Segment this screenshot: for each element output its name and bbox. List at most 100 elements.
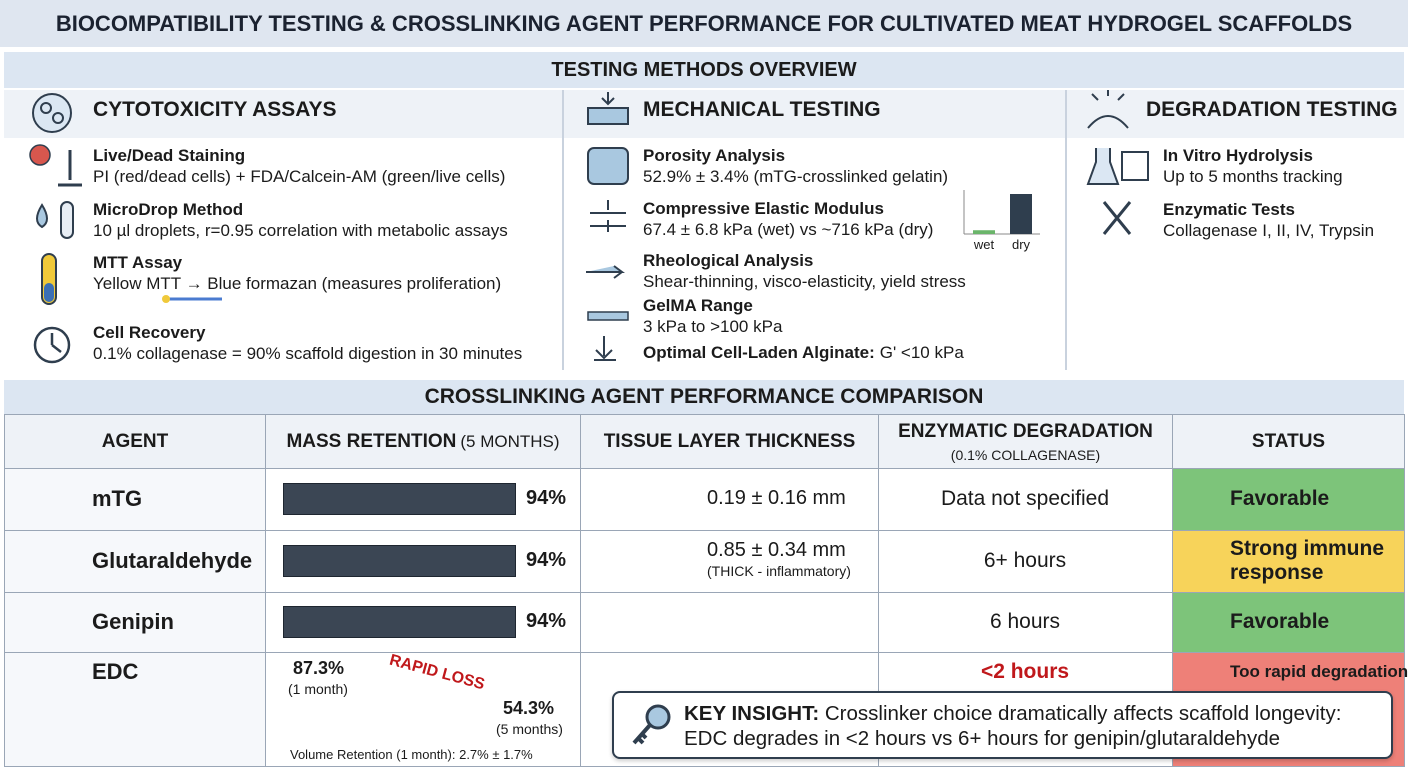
section-title: CYTOTOXICITY ASSAYS: [93, 98, 337, 121]
porosity-icon: [587, 147, 629, 185]
stopwatch-hands: [50, 333, 62, 353]
header-cell: MASS RETENTION (5 MONTHS): [265, 414, 581, 469]
item-name: MicroDrop Method: [93, 200, 244, 219]
table-cell: [580, 592, 879, 653]
overview-title: TESTING METHODS OVERVIEW: [551, 59, 857, 81]
item-text: 67.4 ± 6.8 kPa (wet) vs ~716 kPa (dry): [643, 220, 934, 239]
thickness-text: 0.19 ± 0.16 mm: [707, 487, 846, 509]
table-cell: [4, 530, 266, 593]
scissors-icon: [1102, 201, 1132, 235]
status-text: Favorable: [1230, 610, 1330, 633]
mtt-tube-fill: [44, 283, 54, 302]
retention-bar: [283, 483, 517, 515]
header-sub: (0.1% COLLAGENASE): [950, 446, 1101, 463]
table-cell: [878, 468, 1173, 531]
item-text: PI (red/dead cells) + FDA/Calcein-AM (gr…: [93, 167, 506, 186]
degradation-text: <2 hours: [980, 660, 1070, 683]
section-heading-band: [4, 90, 1404, 138]
item-text: Up to 5 months tracking: [1163, 167, 1343, 186]
degradation-text: 6+ hours: [983, 549, 1067, 572]
key-shaft: [632, 723, 652, 745]
mtt-arrow-dot: [162, 295, 170, 303]
header-text: AGENT: [101, 430, 169, 452]
item-name: In Vitro Hydrolysis: [1163, 146, 1313, 165]
section-title: DEGRADATION TESTING: [1146, 98, 1398, 121]
staining-icon: [29, 144, 51, 166]
thickness-note: (THICK - inflammatory): [707, 563, 851, 579]
key-head: [645, 704, 671, 730]
item-text: 10 µl droplets, r=0.95 correlation with …: [93, 221, 508, 240]
header-cell: TISSUE LAYER THICKNESS: [580, 414, 879, 469]
thickness-text: 0.85 ± 0.34 mm: [707, 539, 846, 561]
main-title: BIOCOMPATIBILITY TESTING & CROSSLINKING …: [55, 11, 1353, 36]
key-insight-box: KEY INSIGHT: Crosslinker choice dramatic…: [612, 691, 1393, 759]
table-cell: [4, 652, 266, 767]
header-sub: (5 MONTHS): [460, 431, 560, 451]
title-band: [0, 0, 1408, 47]
calendar-icon: [1121, 151, 1149, 181]
item-name: Live/Dead Staining: [93, 146, 246, 165]
item-text: Shear-thinning, visco-elasticity, yield …: [643, 272, 966, 291]
item-text: Collagenase I, II, IV, Trypsin: [1163, 221, 1375, 240]
mechanical-arrow: [601, 92, 615, 106]
item-name: Optimal Cell-Laden Alginate:: [643, 343, 875, 362]
item-name: GelMA Range: [643, 296, 753, 315]
retention-label: 87.3%: [293, 658, 345, 678]
table-cell: [1172, 468, 1405, 531]
header-text: TISSUE LAYER THICKNESS: [603, 430, 856, 452]
item-name: Enzymatic Tests: [1163, 200, 1295, 219]
table-cell: [1172, 530, 1405, 593]
flask-icon: [1086, 148, 1120, 185]
cell-icon: [40, 102, 52, 114]
overview-band: [4, 52, 1404, 88]
header-cell: AGENT: [4, 414, 266, 469]
item-name: Cell Recovery: [93, 323, 206, 342]
degradation-text: Data not specified: [940, 487, 1110, 510]
item-text: 3 kPa to >100 kPa: [643, 317, 783, 336]
header-text: MASS RETENTION: [286, 430, 457, 452]
item-text: 52.9% ± 3.4% (mTG-crosslinked gelatin): [643, 167, 949, 186]
item-name: MTT Assay: [93, 253, 183, 272]
modulus-label: dry: [1011, 237, 1031, 252]
retention-label: 94%: [526, 610, 567, 632]
item-text: Yellow MTT → Blue formazan (measures pro…: [93, 274, 502, 293]
key-icon: [632, 704, 671, 745]
retention-note: (1 month): [288, 681, 348, 697]
key-insight-label: KEY INSIGHT:: [684, 702, 820, 725]
degradation-icon: [1087, 90, 1129, 129]
header-text: ENZYMATIC DEGRADATION: [898, 420, 1153, 442]
item-text: 0.1% collagenase = 90% scaffold digestio…: [93, 344, 523, 363]
gelma-icon: [587, 311, 629, 321]
item-name: Rheological Analysis: [643, 251, 814, 270]
drop-icon: [36, 203, 48, 229]
mechanical-icon: [587, 107, 629, 125]
retention-bar: [283, 606, 517, 638]
alginate-icon: [594, 336, 616, 361]
cytotoxicity-icon: [32, 93, 72, 133]
status-text: Favorable: [1230, 487, 1330, 510]
agent-name: Genipin: [92, 609, 174, 634]
retention-bar: [283, 545, 517, 577]
comparison-band: [4, 380, 1404, 414]
section-title: MECHANICAL TESTING: [643, 98, 881, 121]
compression-icon: [590, 200, 626, 232]
cell-icon: [52, 112, 64, 124]
modulus-bar: [973, 230, 995, 234]
chart-caption: Volume Retention (1 month): 2.7% ± 1.7%: [290, 747, 533, 762]
comparison-title: CROSSLINKING AGENT PERFORMANCE COMPARISO…: [424, 385, 984, 408]
item-text: G' <10 kPa: [879, 343, 964, 362]
header-text: STATUS: [1251, 430, 1326, 452]
retention-note: (5 months): [496, 721, 563, 737]
rheology-icon: [586, 265, 625, 279]
agent-name: EDC: [92, 659, 139, 684]
tube-icon: [60, 201, 74, 239]
agent-name: Glutaraldehyde: [92, 548, 253, 573]
agent-name: mTG: [92, 486, 143, 511]
key-insight-body: Crosslinker choice dramatically affects …: [684, 702, 1342, 750]
modulus-label: wet: [973, 237, 995, 252]
item-name: Porosity Analysis: [643, 146, 786, 165]
microscope-icon: [58, 150, 82, 187]
retention-label: 94%: [526, 549, 567, 571]
